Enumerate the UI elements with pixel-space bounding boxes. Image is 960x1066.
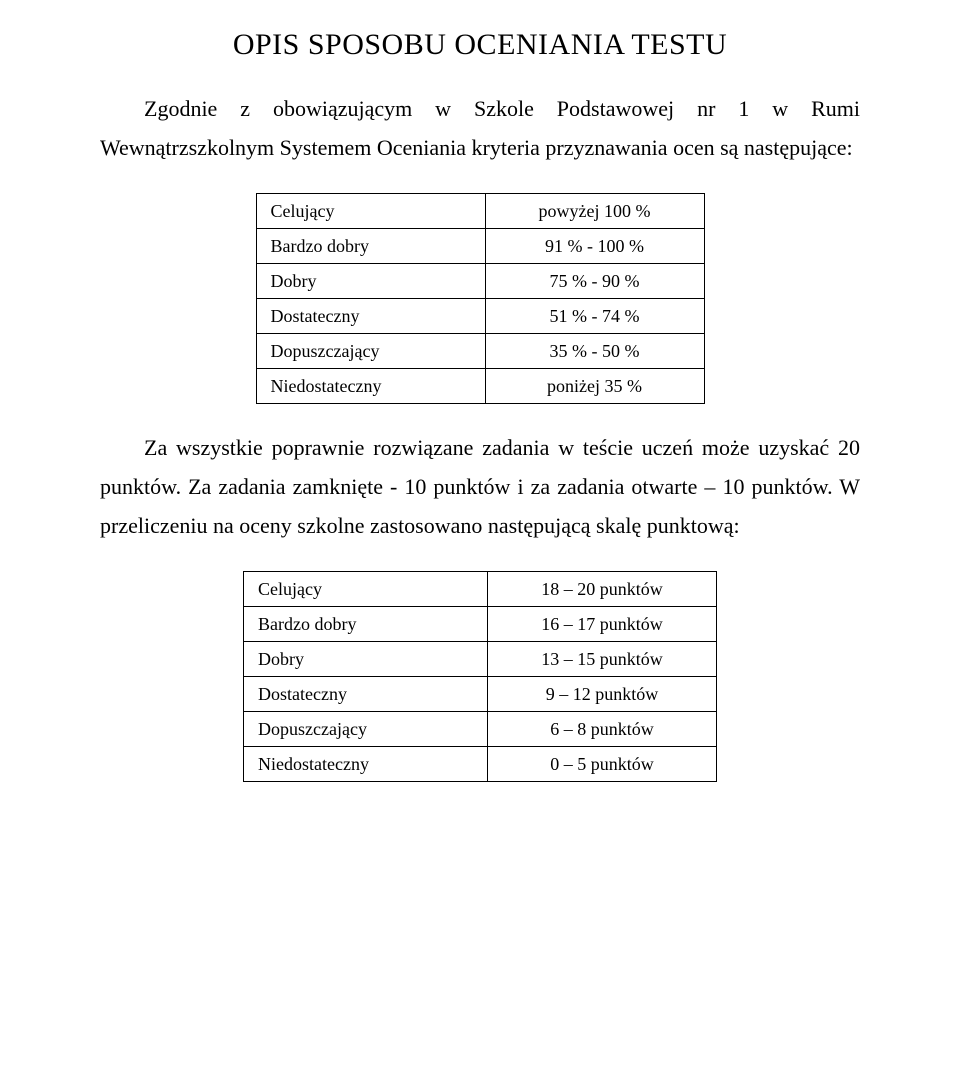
grade-label: Niedostateczny: [244, 747, 488, 782]
grade-value: 35 % - 50 %: [485, 334, 704, 369]
intro-text: Zgodnie z obowiązującym w Szkole Podstaw…: [100, 90, 860, 167]
grade-value: powyżej 100 %: [485, 194, 704, 229]
grade-value: 0 – 5 punktów: [488, 747, 717, 782]
table-row: Dobry 75 % - 90 %: [256, 264, 704, 299]
grade-label: Dostateczny: [256, 299, 485, 334]
grade-label: Dobry: [244, 642, 488, 677]
table-row: Dostateczny 51 % - 74 %: [256, 299, 704, 334]
table-row: Dopuszczający 35 % - 50 %: [256, 334, 704, 369]
grade-value: 16 – 17 punktów: [488, 607, 717, 642]
table-row: Celujący 18 – 20 punktów: [244, 572, 717, 607]
grade-label: Celujący: [256, 194, 485, 229]
grade-label: Dopuszczający: [244, 712, 488, 747]
grade-value: 75 % - 90 %: [485, 264, 704, 299]
grade-label: Bardzo dobry: [244, 607, 488, 642]
percent-criteria-table: Celujący powyżej 100 % Bardzo dobry 91 %…: [256, 193, 705, 404]
page: OPIS SPOSOBU OCENIANIA TESTU Zgodnie z o…: [0, 0, 960, 1066]
grade-label: Dostateczny: [244, 677, 488, 712]
grade-value: 9 – 12 punktów: [488, 677, 717, 712]
points-criteria-table: Celujący 18 – 20 punktów Bardzo dobry 16…: [243, 571, 717, 782]
grade-value: 18 – 20 punktów: [488, 572, 717, 607]
body-paragraph: Za wszystkie poprawnie rozwiązane zadani…: [100, 428, 860, 545]
table-row: Celujący powyżej 100 %: [256, 194, 704, 229]
grade-value: poniżej 35 %: [485, 369, 704, 404]
grade-label: Dopuszczający: [256, 334, 485, 369]
grade-label: Niedostateczny: [256, 369, 485, 404]
grade-value: 51 % - 74 %: [485, 299, 704, 334]
table-row: Bardzo dobry 16 – 17 punktów: [244, 607, 717, 642]
table-row: Dostateczny 9 – 12 punktów: [244, 677, 717, 712]
table-row: Bardzo dobry 91 % - 100 %: [256, 229, 704, 264]
page-title: OPIS SPOSOBU OCENIANIA TESTU: [100, 28, 860, 62]
body-text: Za wszystkie poprawnie rozwiązane zadani…: [100, 428, 860, 545]
grade-value: 13 – 15 punktów: [488, 642, 717, 677]
table-row: Niedostateczny 0 – 5 punktów: [244, 747, 717, 782]
table-row: Dobry 13 – 15 punktów: [244, 642, 717, 677]
table-row: Dopuszczający 6 – 8 punktów: [244, 712, 717, 747]
grade-value: 6 – 8 punktów: [488, 712, 717, 747]
grade-label: Celujący: [244, 572, 488, 607]
intro-paragraph: Zgodnie z obowiązującym w Szkole Podstaw…: [100, 90, 860, 167]
table-row: Niedostateczny poniżej 35 %: [256, 369, 704, 404]
grade-value: 91 % - 100 %: [485, 229, 704, 264]
grade-label: Bardzo dobry: [256, 229, 485, 264]
grade-label: Dobry: [256, 264, 485, 299]
